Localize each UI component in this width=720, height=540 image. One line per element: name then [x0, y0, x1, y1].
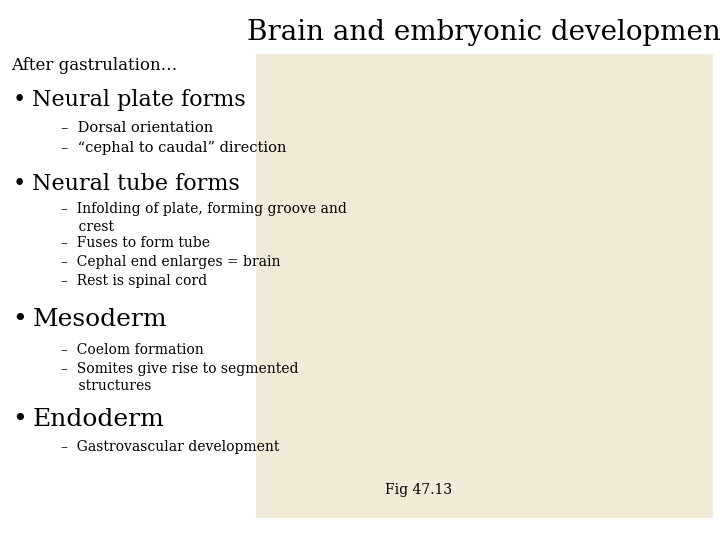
Text: –  “cephal to caudal” direction: – “cephal to caudal” direction — [61, 141, 287, 156]
Text: Mesoderm: Mesoderm — [32, 308, 167, 331]
Text: –  Somites give rise to segmented
    structures: – Somites give rise to segmented structu… — [61, 362, 299, 393]
Text: Brain and embryonic development: Brain and embryonic development — [247, 19, 720, 46]
Text: Neural plate forms: Neural plate forms — [32, 89, 246, 111]
Text: –  Gastrovascular development: – Gastrovascular development — [61, 440, 279, 454]
Text: Neural tube forms: Neural tube forms — [32, 173, 240, 195]
Text: –  Fuses to form tube: – Fuses to form tube — [61, 236, 210, 250]
Text: •: • — [12, 308, 27, 331]
Text: Endoderm: Endoderm — [32, 408, 164, 431]
Text: –  Cephal end enlarges = brain: – Cephal end enlarges = brain — [61, 255, 281, 269]
Text: •: • — [12, 408, 27, 431]
Text: –  Infolding of plate, forming groove and
    crest: – Infolding of plate, forming groove and… — [61, 202, 347, 234]
Text: •: • — [12, 173, 25, 195]
Text: –  Rest is spinal cord: – Rest is spinal cord — [61, 274, 207, 288]
FancyBboxPatch shape — [256, 54, 713, 518]
Text: Fig 47.13: Fig 47.13 — [385, 483, 452, 497]
Text: After gastrulation…: After gastrulation… — [11, 57, 177, 73]
Text: •: • — [12, 89, 25, 111]
Text: –  Coelom formation: – Coelom formation — [61, 343, 204, 357]
Text: –  Dorsal orientation: – Dorsal orientation — [61, 122, 213, 136]
